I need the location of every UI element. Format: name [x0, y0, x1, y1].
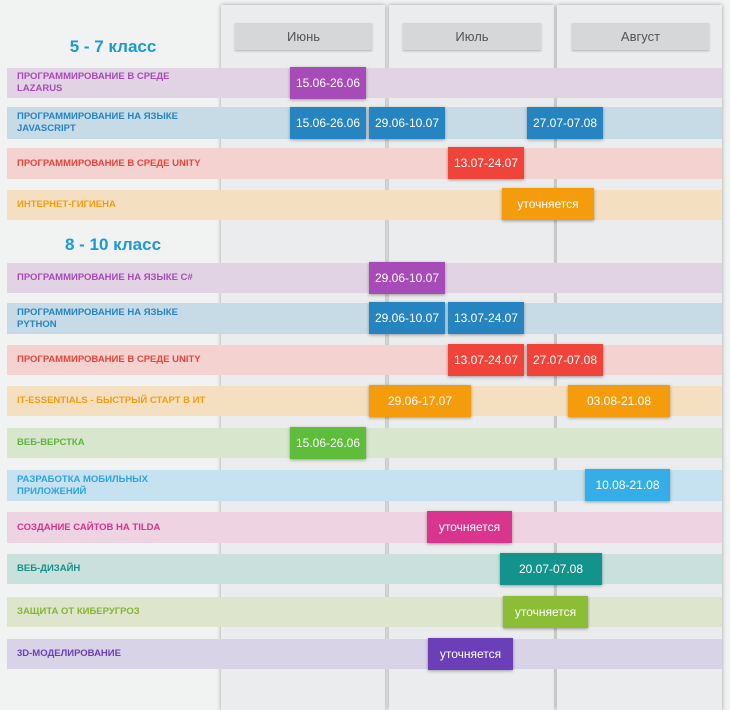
- session-bar[interactable]: уточняется: [503, 596, 588, 628]
- session-bar[interactable]: 29.06-17.07: [369, 385, 471, 417]
- session-bar[interactable]: 15.06-26.06: [290, 427, 366, 459]
- course-row: Защита от киберугроз: [7, 597, 722, 627]
- course-name: Веб-верстка: [17, 437, 85, 448]
- month-header-july: Июль: [403, 23, 541, 50]
- course-name: Интернет-гигиена: [17, 199, 116, 210]
- course-name: Защита от киберугроз: [17, 606, 140, 617]
- course-row: Веб-дизайн: [7, 554, 722, 584]
- month-header-june: Июнь: [235, 23, 372, 50]
- course-name: Программирование на языке C#: [17, 272, 193, 283]
- session-bar[interactable]: 13.07-24.07: [448, 344, 524, 376]
- session-bar[interactable]: 29.06-10.07: [369, 302, 445, 334]
- course-row: Программирование на языке C#: [7, 263, 722, 293]
- course-name: Программирование в среде Lazarus: [17, 71, 170, 94]
- session-bar[interactable]: 27.07-07.08: [527, 344, 603, 376]
- session-bar[interactable]: 29.06-10.07: [369, 262, 445, 294]
- course-row: Программирование на языке Python: [7, 303, 722, 334]
- course-name: Разработка мобильных приложений: [17, 473, 148, 497]
- month-header-august: Август: [572, 23, 709, 50]
- course-row: Программирование в среде Unity: [7, 345, 722, 375]
- session-bar[interactable]: 10.08-21.08: [585, 469, 670, 501]
- course-row: Программирование в среде Unity: [7, 148, 722, 179]
- course-name: IT-Essentials - быстрый старт в ИТ: [17, 395, 206, 406]
- course-name: Программирование в среде Unity: [17, 157, 201, 169]
- session-bar[interactable]: 13.07-24.07: [448, 147, 524, 179]
- group-title-5-7: 5 - 7 класс: [69, 37, 157, 56]
- session-bar[interactable]: 15.06-26.06: [290, 107, 366, 139]
- course-name: Программирование на языке JavaScript: [17, 111, 178, 134]
- course-row: 3D-моделирование: [7, 639, 722, 669]
- session-bar[interactable]: 27.07-07.08: [527, 107, 603, 139]
- course-name: Создание сайтов на Tilda: [17, 521, 161, 533]
- course-name: 3D-моделирование: [17, 648, 121, 659]
- course-name: Программирование на языке Python: [17, 306, 178, 330]
- course-row: Интернет-гигиена: [7, 190, 722, 220]
- session-bar[interactable]: уточняется: [502, 188, 594, 220]
- session-bar[interactable]: 15.06-26.06: [290, 67, 366, 99]
- session-bar[interactable]: уточняется: [428, 638, 513, 670]
- session-bar[interactable]: 03.08-21.08: [568, 385, 670, 417]
- course-name: Программирование в среде Unity: [17, 354, 201, 365]
- session-bar[interactable]: 29.06-10.07: [369, 107, 445, 139]
- course-row: Создание сайтов на Tilda: [7, 512, 722, 543]
- session-bar[interactable]: 20.07-07.08: [500, 553, 602, 585]
- session-bar[interactable]: уточняется: [427, 511, 512, 543]
- group-title-8-10: 8 - 10 класс: [64, 235, 162, 254]
- session-bar[interactable]: 13.07-24.07: [448, 302, 524, 334]
- course-name: Веб-дизайн: [17, 563, 81, 574]
